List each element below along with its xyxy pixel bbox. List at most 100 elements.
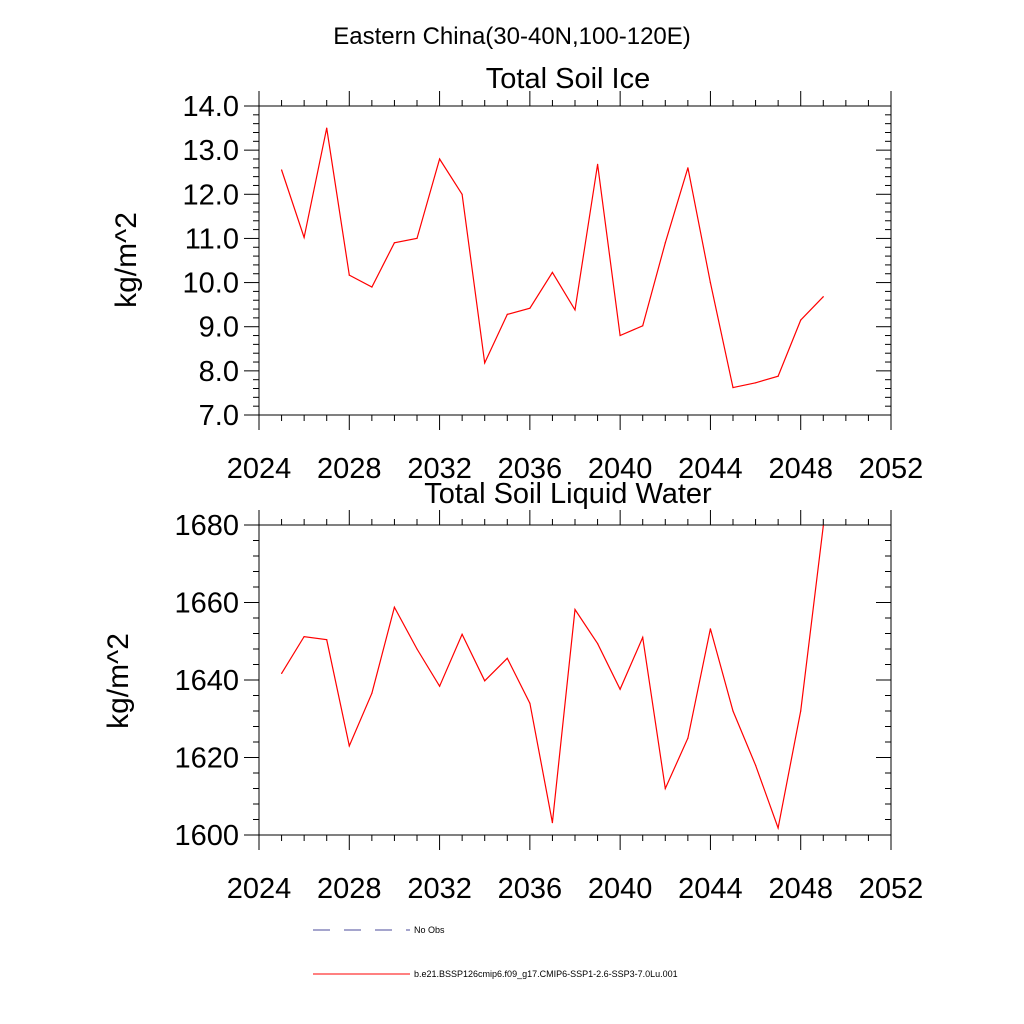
y-tick-label: 1600 [174, 820, 239, 852]
y-tick-label: 7.0 [199, 400, 239, 432]
data-point-liquid [574, 608, 576, 611]
data-point-ice [461, 193, 463, 195]
data-point-ice [484, 362, 486, 364]
series-group-liquid [281, 525, 824, 831]
x-tick-label: 2048 [768, 453, 833, 485]
x-tick-label: 2048 [768, 873, 833, 905]
chart-title-ice: Total Soil Ice [486, 63, 650, 95]
y-tick-label: 1640 [174, 665, 239, 697]
data-point-liquid [393, 606, 395, 608]
data-point-ice [777, 375, 779, 377]
x-tick-label: 2032 [407, 873, 472, 905]
data-point-liquid [551, 822, 554, 824]
y-tick-label: 8.0 [199, 356, 239, 388]
x-tick-label: 2028 [317, 873, 382, 905]
y-tick-label: 12.0 [183, 179, 239, 211]
chart-panel-liquid: Total Soil Liquid Water kg/m^2 2024 2028 2… [102, 478, 923, 905]
data-point-liquid [484, 680, 486, 682]
series-line-ice [281, 127, 824, 389]
chart-title-liquid: Total Soil Liquid Water [424, 478, 712, 510]
x-tick-label: 2044 [678, 873, 743, 905]
data-point-liquid [326, 639, 328, 641]
x-tick-label: 2024 [227, 453, 292, 485]
legend: No Obs b.e21.BSSP126cmip6.f09_g17.CMIP6-… [313, 925, 678, 979]
y-tick-label: 1680 [174, 510, 239, 542]
y-tick-label: 10.0 [183, 268, 239, 300]
data-point-ice [709, 282, 712, 284]
x-tick-label: 2032 [407, 453, 472, 485]
x-tick-labels-liquid: 2024 2028 2032 2036 2040 2044 2048 2052 [227, 873, 924, 905]
tick-marks-liquid [244, 510, 892, 850]
data-point-liquid [732, 710, 734, 712]
legend-label-no-obs: No Obs [414, 925, 445, 935]
data-point-ice [303, 236, 305, 239]
x-tick-label: 2036 [498, 453, 563, 485]
data-point-ice [619, 334, 621, 337]
y-tick-labels-liquid: 1600 1620 1640 1660 1680 [174, 510, 239, 852]
data-point-ice [281, 169, 283, 171]
data-point-liquid [642, 636, 644, 639]
x-tick-label: 2044 [678, 453, 743, 485]
data-point-ice [529, 307, 531, 309]
data-point-ice [800, 319, 802, 321]
data-point-ice [687, 167, 689, 169]
legend-label-model-run: b.e21.BSSP126cmip6.f09_g17.CMIP6-SSP1-2.… [414, 969, 678, 979]
data-point-liquid [281, 672, 283, 675]
data-point-ice [506, 313, 508, 315]
data-point-liquid [348, 745, 350, 747]
y-tick-label: 1620 [174, 743, 239, 775]
data-point-liquid [529, 702, 531, 704]
x-tick-label: 2052 [859, 453, 924, 485]
tick-marks-ice [244, 91, 892, 430]
plot-frame-liquid [258, 524, 892, 836]
chart-panel-ice: Total Soil Ice kg/m^2 2024 2028 2032 2036 20… [110, 63, 923, 485]
data-point-ice [551, 271, 554, 273]
data-point-liquid [371, 692, 373, 694]
data-point-liquid [619, 688, 621, 690]
data-point-liquid [709, 628, 712, 630]
data-point-liquid [416, 648, 418, 650]
y-tick-label: 9.0 [199, 312, 239, 344]
x-tick-label: 2028 [317, 453, 382, 485]
data-point-ice [439, 158, 441, 160]
data-point-liquid [822, 525, 824, 527]
data-point-ice [371, 286, 373, 288]
data-point-ice [664, 242, 666, 244]
data-point-ice [574, 309, 576, 311]
data-point-liquid [506, 657, 508, 659]
plot-frame-ice [258, 105, 892, 416]
x-tick-label: 2052 [859, 873, 924, 905]
y-tick-label: 13.0 [183, 135, 239, 167]
data-point-ice [416, 237, 418, 239]
data-point-liquid [597, 643, 599, 645]
data-point-liquid [687, 737, 689, 739]
x-tick-labels-ice: 2024 2028 2032 2036 2040 2044 2048 2052 [227, 453, 924, 485]
series-line-liquid [281, 525, 824, 831]
data-point-liquid [439, 685, 441, 687]
y-tick-label: 1660 [174, 588, 239, 620]
data-point-ice [755, 382, 757, 384]
data-point-ice [393, 242, 395, 244]
data-point-ice [732, 387, 734, 389]
data-point-ice [348, 274, 350, 276]
data-point-liquid [664, 787, 666, 790]
data-point-liquid [303, 636, 305, 638]
data-point-ice [822, 296, 824, 298]
x-tick-label: 2040 [588, 453, 653, 485]
x-tick-label: 2036 [498, 873, 563, 905]
data-point-ice [326, 127, 328, 129]
data-point-liquid [777, 827, 779, 829]
data-point-liquid [800, 710, 802, 712]
y-tick-labels-ice: 7.0 8.0 9.0 10.0 11.0 12.0 13.0 14.0 [183, 91, 239, 432]
data-point-liquid [755, 764, 757, 766]
y-tick-label: 11.0 [185, 223, 239, 255]
y-axis-label-ice: kg/m^2 [110, 212, 143, 308]
data-point-ice [642, 325, 644, 327]
y-tick-label: 14.0 [183, 91, 239, 123]
figure-title: Eastern China(30-40N,100-120E) [333, 23, 691, 50]
series-group-ice [281, 127, 824, 389]
x-tick-label: 2040 [588, 873, 653, 905]
y-axis-label-liquid: kg/m^2 [102, 633, 135, 729]
data-point-liquid [461, 633, 463, 635]
